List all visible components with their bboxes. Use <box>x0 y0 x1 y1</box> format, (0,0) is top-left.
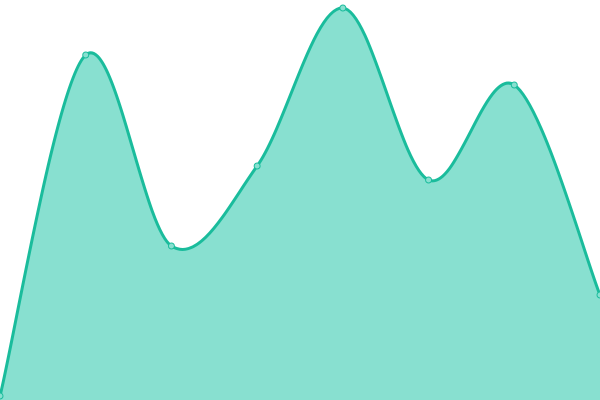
data-point-1 <box>82 51 90 59</box>
area-fill <box>0 7 600 400</box>
data-point-4 <box>339 4 347 12</box>
data-point-6 <box>510 81 518 89</box>
data-point-2 <box>167 242 175 250</box>
data-point-0 <box>0 392 4 400</box>
data-point-7 <box>596 291 600 299</box>
data-points <box>0 4 600 400</box>
data-point-3 <box>253 162 261 170</box>
data-point-5 <box>425 176 433 184</box>
